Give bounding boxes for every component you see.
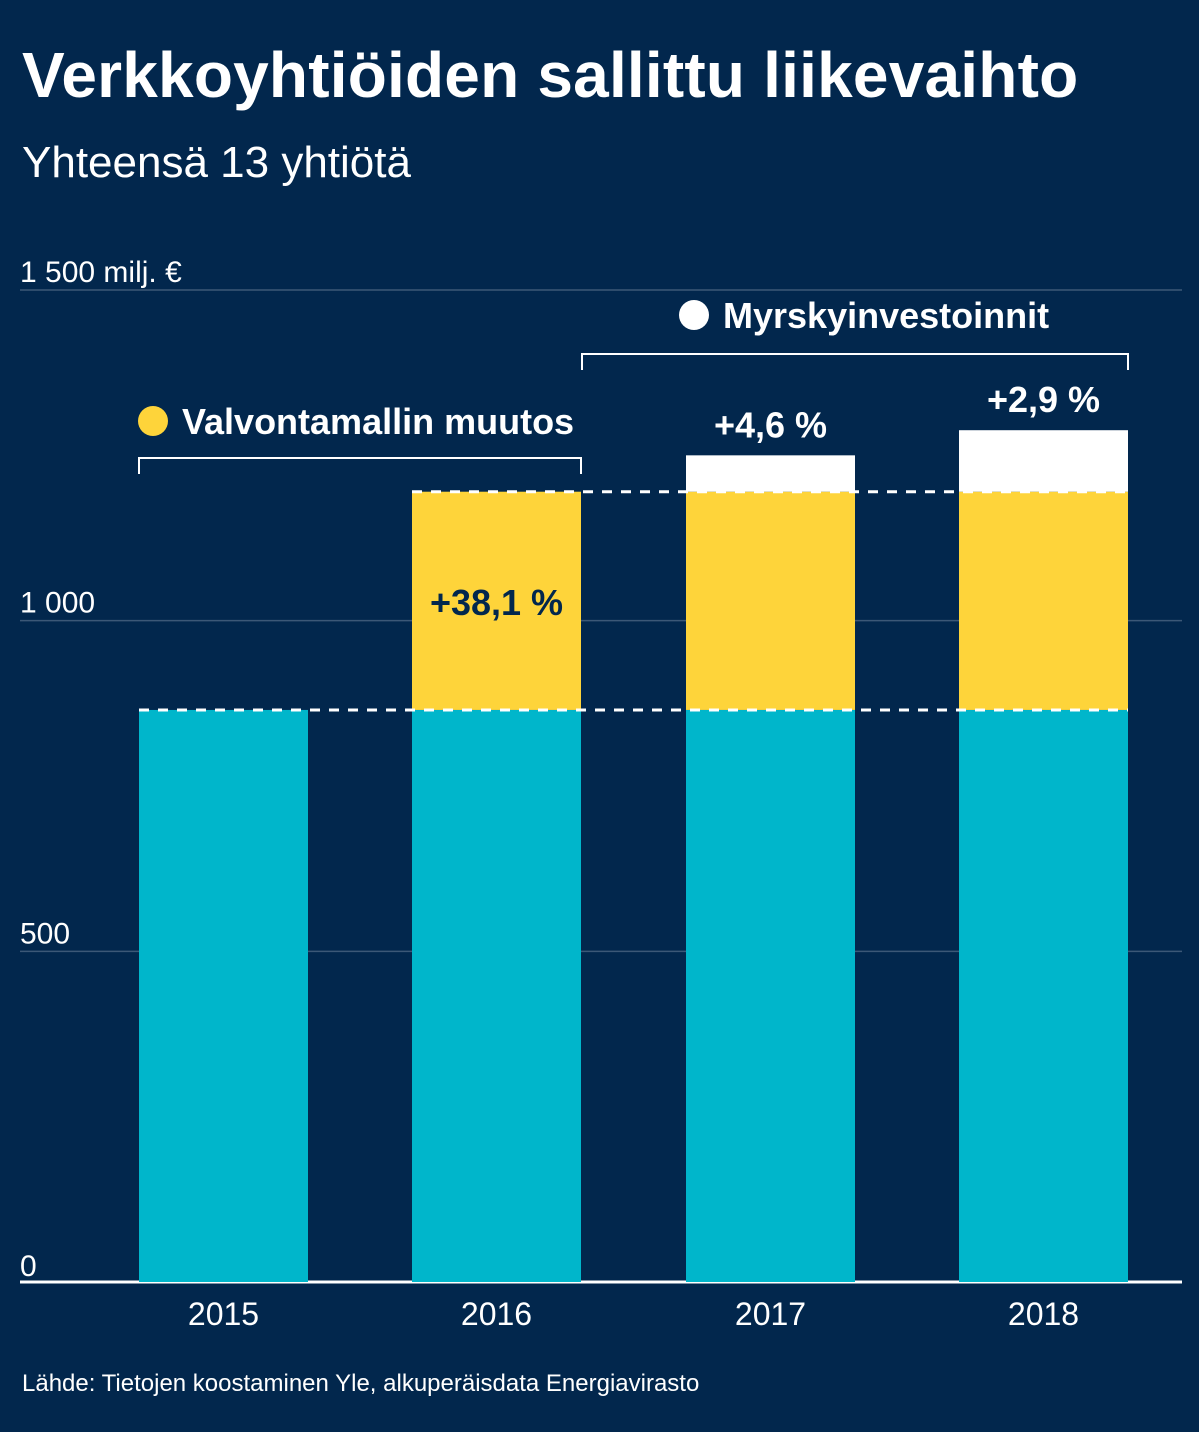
legend-layer: Valvontamallin muutos Myrskyinvestoinnit — [138, 295, 1129, 474]
source-note: Lähde: Tietojen koostaminen Yle, alkuper… — [22, 1370, 700, 1397]
y-tick-label: 1 000 — [20, 587, 95, 620]
legend-bracket — [138, 457, 582, 474]
bar-segment-myrsky — [686, 455, 855, 492]
legend-label: Myrskyinvestoinnit — [723, 295, 1049, 336]
bar-segment-base — [959, 709, 1128, 1282]
y-tick-label: 1 500 milj. € — [20, 256, 182, 289]
x-tick-label: 2016 — [461, 1296, 532, 1332]
bar-segment-myrsky — [959, 430, 1128, 492]
reference-lines — [139, 490, 1128, 712]
bar-segment-valvontamalli — [412, 491, 581, 710]
bar-segment-base — [139, 709, 308, 1282]
change-label: +2,9 % — [987, 379, 1100, 420]
bar-segment-valvontamalli — [959, 491, 1128, 710]
x-tick-label: 2018 — [1008, 1296, 1079, 1332]
legend-swatch — [138, 406, 168, 436]
change-label: +38,1 % — [430, 582, 563, 623]
bar-segment-base — [412, 709, 581, 1282]
bar-layer — [139, 430, 1128, 1282]
chart-subtitle: Yhteensä 13 yhtiötä — [22, 138, 411, 187]
x-tick-label: 2017 — [735, 1296, 806, 1332]
x-tick-label: 2015 — [188, 1296, 259, 1332]
bar-segment-base — [686, 709, 855, 1282]
legend-swatch — [679, 300, 709, 330]
y-tick-label: 500 — [20, 917, 70, 950]
legend-bracket — [581, 353, 1129, 370]
change-label: +4,6 % — [714, 404, 827, 445]
label-layer: 0 500 1 000 1 500 milj. € 2015 2016 2017 2018 +3… — [20, 256, 1100, 1332]
bar-segment-valvontamalli — [686, 491, 855, 710]
legend-label: Valvontamallin muutos — [182, 401, 574, 442]
y-tick-label: 0 — [20, 1250, 37, 1283]
chart-title: Verkkoyhtiöiden sallittu liikevaihto — [22, 39, 1079, 111]
